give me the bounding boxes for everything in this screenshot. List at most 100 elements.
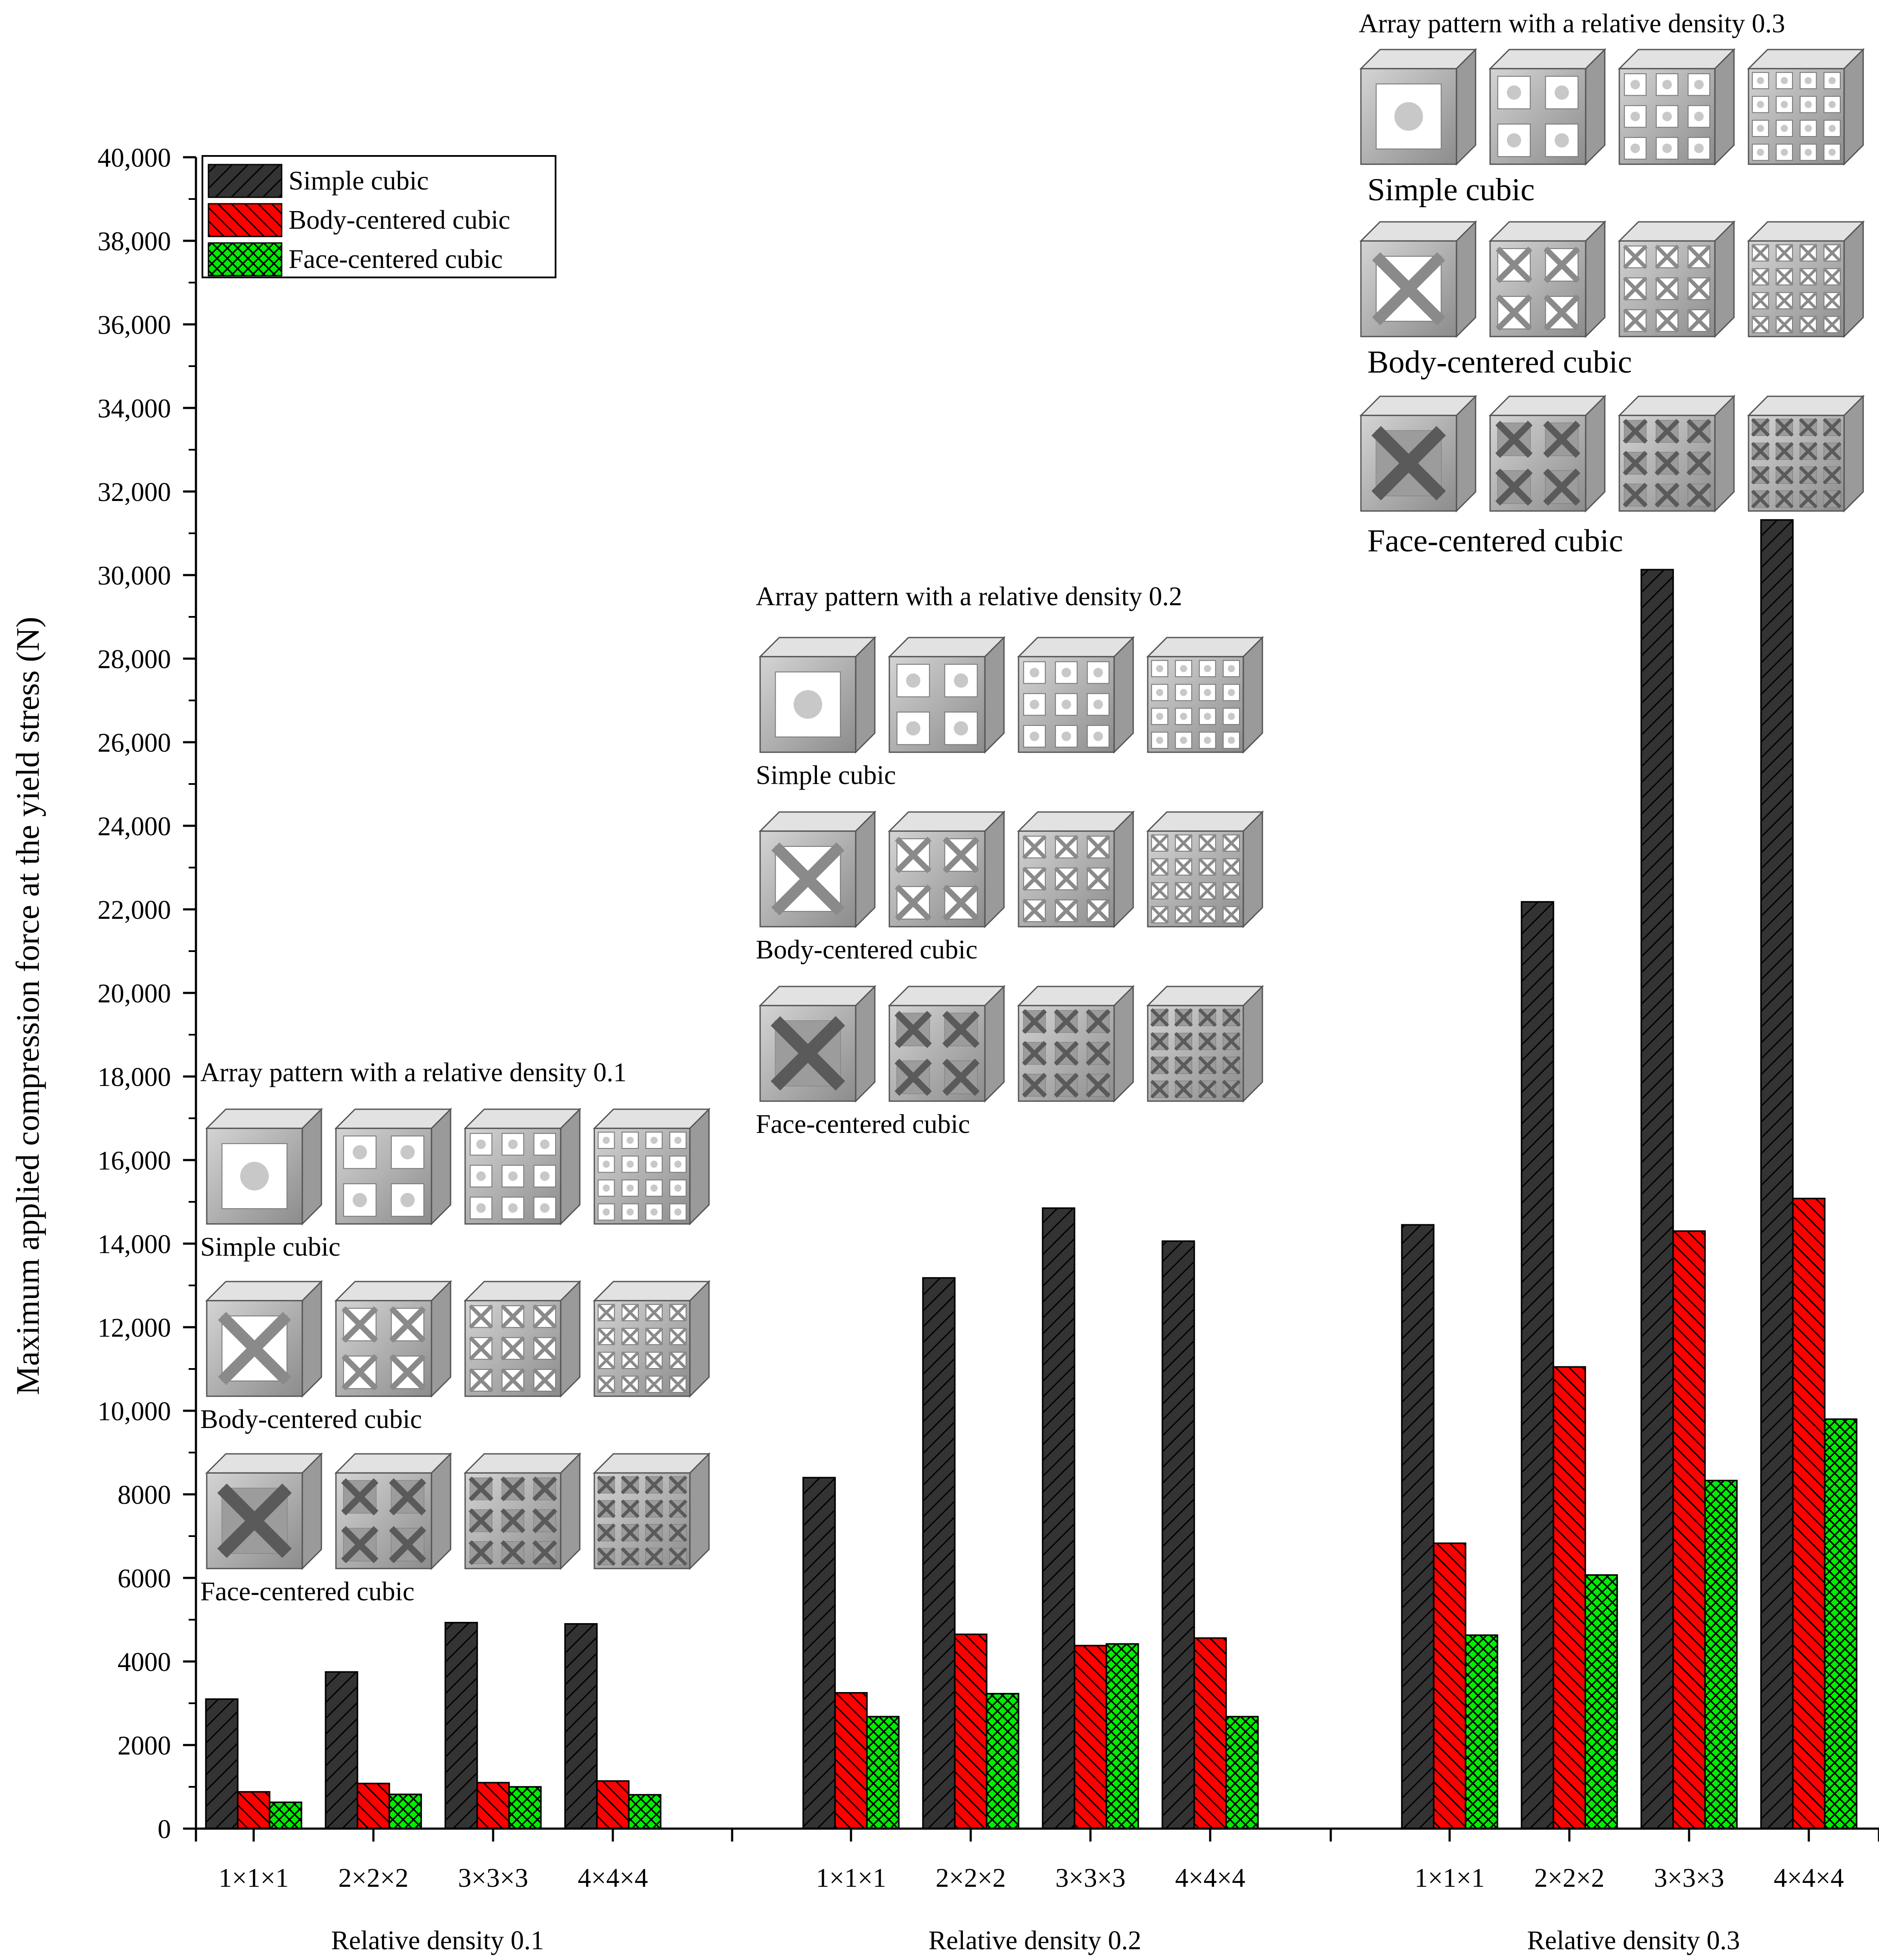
bar-face-centered-cubic bbox=[986, 1692, 1019, 1829]
x-category-label: 2×2×2 bbox=[1534, 1864, 1605, 1893]
lattice-cube-image bbox=[593, 1452, 711, 1570]
x-category-label: 4×4×4 bbox=[1774, 1864, 1844, 1893]
lattice-cube-image bbox=[1747, 48, 1865, 166]
y-tick-label: 22,000 bbox=[98, 896, 171, 925]
lattice-cube-image bbox=[334, 1108, 452, 1226]
y-tick-label: 18,000 bbox=[98, 1063, 171, 1092]
inset-row-label: Body-centered cubic bbox=[1367, 345, 1632, 380]
y-tick-label: 12,000 bbox=[98, 1313, 171, 1343]
lattice-cube-image bbox=[1359, 48, 1477, 166]
lattice-cube-image bbox=[334, 1452, 452, 1570]
bar-simple-cubic bbox=[1042, 1207, 1075, 1829]
x-category-label: 4×4×4 bbox=[578, 1864, 648, 1893]
lattice-cube-image bbox=[758, 636, 876, 754]
lattice-cube-image bbox=[205, 1280, 323, 1398]
lattice-cube-image bbox=[1488, 48, 1606, 166]
y-tick-label: 0 bbox=[158, 1815, 171, 1844]
lattice-cube-image bbox=[758, 810, 876, 928]
x-category-label: 1×1×1 bbox=[219, 1864, 289, 1893]
inset-title: Array pattern with a relative density 0.… bbox=[1359, 9, 1785, 38]
y-tick-label: 24,000 bbox=[98, 812, 171, 841]
lattice-cube-image bbox=[593, 1108, 711, 1226]
lattice-cube-image bbox=[463, 1280, 581, 1398]
inset-title: Array pattern with a relative density 0.… bbox=[200, 1058, 627, 1087]
bar-body-centered-cubic bbox=[357, 1783, 390, 1829]
y-tick-label: 32,000 bbox=[98, 478, 171, 507]
lattice-cube-image bbox=[1017, 985, 1135, 1103]
inset-row-label: Simple cubic bbox=[756, 761, 896, 790]
bar-simple-cubic bbox=[1521, 901, 1554, 1829]
inset-row-label: Body-centered cubic bbox=[200, 1405, 422, 1434]
bar-simple-cubic bbox=[1760, 519, 1794, 1829]
lattice-cube-image bbox=[888, 985, 1006, 1103]
lattice-cube-image bbox=[1359, 395, 1477, 513]
bar-body-centered-cubic bbox=[954, 1633, 988, 1829]
bar-face-centered-cubic bbox=[1225, 1716, 1259, 1829]
lattice-cube-image bbox=[463, 1452, 581, 1570]
y-tick-label: 40,000 bbox=[98, 143, 171, 173]
lattice-cube-image bbox=[463, 1108, 581, 1226]
bar-simple-cubic bbox=[1401, 1224, 1435, 1829]
x-category-label: 1×1×1 bbox=[1415, 1864, 1485, 1893]
x-category-label: 1×1×1 bbox=[816, 1864, 886, 1893]
y-tick-label: 14,000 bbox=[98, 1230, 171, 1259]
bar-body-centered-cubic bbox=[1553, 1366, 1586, 1829]
y-tick-label: 28,000 bbox=[98, 645, 171, 674]
bar-body-centered-cubic bbox=[1193, 1637, 1227, 1829]
bar-simple-cubic bbox=[325, 1671, 358, 1829]
legend-label: Body-centered cubic bbox=[289, 205, 510, 235]
lattice-cube-image bbox=[205, 1108, 323, 1226]
bar-body-centered-cubic bbox=[1792, 1198, 1826, 1829]
bar-simple-cubic bbox=[802, 1477, 836, 1829]
lattice-cube-image bbox=[888, 810, 1006, 928]
bar-body-centered-cubic bbox=[834, 1692, 868, 1829]
y-tick-label: 2000 bbox=[118, 1731, 171, 1761]
x-group-label: Relative density 0.3 bbox=[1527, 1926, 1740, 1955]
bar-body-centered-cubic bbox=[476, 1782, 510, 1829]
bar-face-centered-cubic bbox=[1824, 1418, 1857, 1829]
inset-title: Array pattern with a relative density 0.… bbox=[756, 582, 1182, 611]
legend-swatch bbox=[208, 164, 283, 198]
bar-face-centered-cubic bbox=[628, 1794, 662, 1829]
y-tick-label: 26,000 bbox=[98, 728, 171, 758]
x-category-label: 2×2×2 bbox=[339, 1864, 409, 1893]
bar-face-centered-cubic bbox=[508, 1786, 542, 1829]
bar-simple-cubic bbox=[205, 1698, 239, 1829]
lattice-cube-image bbox=[1488, 395, 1606, 513]
bar-face-centered-cubic bbox=[866, 1716, 900, 1829]
y-tick-label: 6000 bbox=[118, 1564, 171, 1593]
y-axis-title: Maximum applied compression force at the… bbox=[10, 617, 46, 1395]
bar-face-centered-cubic bbox=[1106, 1643, 1139, 1829]
y-tick-label: 20,000 bbox=[98, 979, 171, 1008]
bar-body-centered-cubic bbox=[1672, 1230, 1706, 1829]
lattice-cube-image bbox=[1017, 810, 1135, 928]
bar-body-centered-cubic bbox=[1074, 1645, 1107, 1829]
bar-face-centered-cubic bbox=[388, 1793, 422, 1829]
x-category-label: 4×4×4 bbox=[1175, 1864, 1245, 1893]
lattice-cube-image bbox=[888, 636, 1006, 754]
bar-face-centered-cubic bbox=[1704, 1480, 1738, 1829]
lattice-cube-image bbox=[334, 1280, 452, 1398]
y-tick-label: 16,000 bbox=[98, 1146, 171, 1176]
x-category-label: 3×3×3 bbox=[1654, 1864, 1724, 1893]
x-group-label: Relative density 0.1 bbox=[331, 1926, 544, 1955]
bar-simple-cubic bbox=[564, 1623, 598, 1829]
bar-body-centered-cubic bbox=[1433, 1542, 1466, 1829]
legend-label: Face-centered cubic bbox=[289, 245, 503, 274]
x-category-label: 3×3×3 bbox=[1056, 1864, 1126, 1893]
bar-body-centered-cubic bbox=[237, 1791, 270, 1829]
inset-row-label: Face-centered cubic bbox=[1367, 523, 1623, 559]
bar-simple-cubic bbox=[1162, 1240, 1195, 1829]
y-tick-label: 8000 bbox=[118, 1481, 171, 1510]
lattice-cube-image bbox=[1747, 395, 1865, 513]
y-tick-label: 30,000 bbox=[98, 561, 171, 591]
bar-body-centered-cubic bbox=[596, 1780, 630, 1829]
x-group-label: Relative density 0.2 bbox=[929, 1926, 1141, 1955]
inset-row-label: Body-centered cubic bbox=[756, 935, 978, 964]
y-tick-label: 10,000 bbox=[98, 1397, 171, 1426]
bar-face-centered-cubic bbox=[1584, 1574, 1618, 1829]
lattice-cube-image bbox=[1747, 220, 1865, 338]
bar-simple-cubic bbox=[1640, 569, 1674, 1829]
inset-row-label: Face-centered cubic bbox=[200, 1577, 414, 1606]
